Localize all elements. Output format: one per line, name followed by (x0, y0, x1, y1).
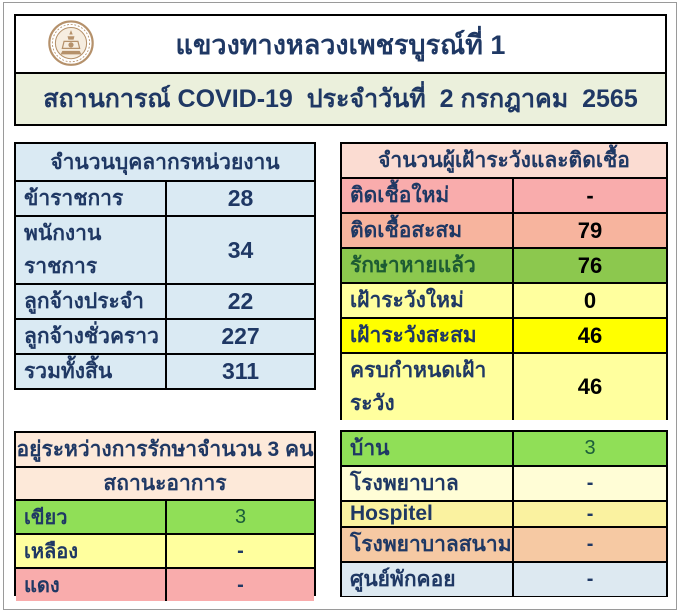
table-row: ติดเชื้อสะสม 79 (342, 212, 666, 247)
row-value: - (512, 563, 666, 596)
table-row: เฝ้าระวังใหม่ 0 (342, 282, 666, 317)
row-value: 46 (512, 354, 666, 420)
row-label: Hospitel (350, 502, 433, 525)
row-value: - (165, 535, 314, 567)
row-label: เฝ้าระวังสะสม (350, 324, 477, 347)
row-value: 3 (512, 432, 666, 465)
treatment-table-header: อยู่ระหว่างการรักษาจำนวน 3 คน (16, 433, 314, 466)
row-label: ลูกจ้างประจำ (24, 290, 144, 313)
table-row: Hospitel - (342, 500, 666, 526)
row-value: 3 (165, 501, 314, 533)
personnel-table: จำนวนบุคลากรหน่วยงาน ข้าราชการ 28 พนักงา… (14, 142, 316, 390)
row-label: ติดเชื้อสะสม (350, 219, 463, 242)
row-value: 28 (165, 182, 314, 215)
row-label: ติดเชื้อใหม่ (350, 184, 450, 207)
row-value: 227 (165, 320, 314, 353)
page-title: แขวงทางหลวงเพชรบูรณ์ที่ 1 (175, 29, 506, 60)
row-label: เขียว (24, 507, 68, 529)
table-row: แดง - (16, 567, 314, 601)
row-value: - (512, 179, 666, 212)
surveillance-table: จำนวนผู้เฝ้าระวังและติดเชื้อ ติดเชื้อใหม… (340, 142, 668, 420)
table-row: ศูนย์พักคอย - (342, 561, 666, 596)
row-label: ศูนย์พักคอย (350, 568, 456, 591)
table-row: บ้าน 3 (342, 432, 666, 465)
patient-location-table: บ้าน 3 โรงพยาบาล - Hospitel - โรงพยาบาลส… (340, 430, 668, 597)
table-row: เหลือง - (16, 533, 314, 567)
row-label: เฝ้าระวังใหม่ (350, 289, 464, 312)
row-value: - (165, 569, 314, 601)
row-label: รักษาหายแล้ว (350, 254, 476, 277)
row-value: 79 (512, 214, 666, 247)
table-row: โรงพยาบาลสนาม - (342, 526, 666, 561)
table-row: รักษาหายแล้ว 76 (342, 247, 666, 282)
row-label: แดง (24, 575, 60, 597)
row-value: 46 (512, 319, 666, 352)
department-of-highways-seal-icon (40, 17, 102, 70)
row-label: ครบกำหนดเฝ้าระวัง (350, 359, 487, 415)
row-label: รวมทั้งสิ้น (24, 360, 113, 383)
table-row: เฝ้าระวังสะสม 46 (342, 317, 666, 352)
row-value: 311 (165, 355, 314, 388)
header-title-bar: แขวงทางหลวงเพชรบูรณ์ที่ 1 (16, 16, 665, 74)
table-row: ลูกจ้างประจำ 22 (16, 283, 314, 318)
subtitle-bar: สถานการณ์ COVID-19 ประจำวันที่ 2 กรกฎาคม… (16, 74, 665, 124)
personnel-table-header: จำนวนบุคลากรหน่วยงาน (50, 150, 280, 174)
treatment-table-subheader: สถานะอาการ (16, 466, 314, 499)
treatment-status-table: อยู่ระหว่างการรักษาจำนวน 3 คน สถานะอาการ… (14, 431, 316, 601)
table-row: โรงพยาบาล - (342, 465, 666, 500)
row-label: เหลือง (24, 541, 79, 563)
row-label: ข้าราชการ (24, 187, 124, 210)
row-value: - (512, 528, 666, 561)
row-value: 22 (165, 285, 314, 318)
row-label: บ้าน (350, 437, 390, 460)
row-value: 0 (512, 284, 666, 317)
row-label: โรงพยาบาล (350, 472, 459, 495)
table-row: รวมทั้งสิ้น 311 (16, 353, 314, 388)
row-value: - (512, 502, 666, 526)
header: แขวงทางหลวงเพชรบูรณ์ที่ 1 สถานการณ์ COVI… (14, 14, 667, 126)
row-label: โรงพยาบาลสนาม (350, 533, 512, 556)
row-value: 76 (512, 249, 666, 282)
row-value: 34 (165, 217, 314, 283)
table-row: ติดเชื้อใหม่ - (342, 177, 666, 212)
page-subtitle: สถานการณ์ COVID-19 ประจำวันที่ 2 กรกฎาคม… (43, 85, 638, 113)
table-row: เขียว 3 (16, 499, 314, 533)
table-row: ครบกำหนดเฝ้าระวัง 46 (342, 352, 666, 420)
table-row: ข้าราชการ 28 (16, 180, 314, 215)
surveillance-table-header: จำนวนผู้เฝ้าระวังและติดเชื้อ (342, 144, 666, 177)
row-label: พนักงานราชการ (24, 222, 102, 278)
table-row: พนักงานราชการ 34 (16, 215, 314, 283)
row-label: ลูกจ้างชั่วคราว (24, 325, 159, 348)
table-row: ลูกจ้างชั่วคราว 227 (16, 318, 314, 353)
row-value: - (512, 467, 666, 500)
